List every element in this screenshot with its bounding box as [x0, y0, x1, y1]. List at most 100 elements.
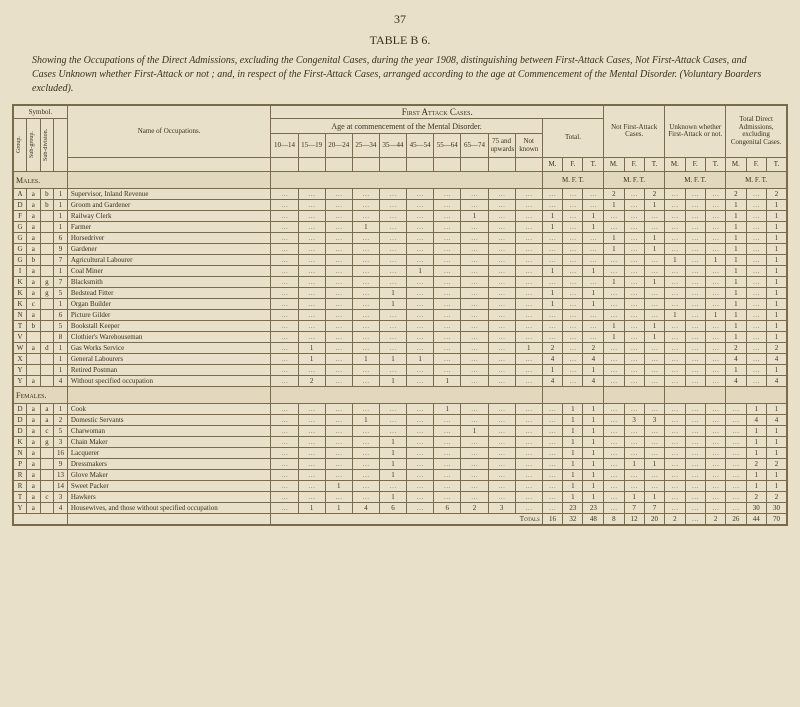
- table-cell: …: [542, 310, 562, 321]
- symbol-cell: 1: [54, 200, 68, 211]
- table-cell: 1: [624, 492, 644, 503]
- table-cell: …: [461, 415, 488, 426]
- table-cell: …: [644, 404, 664, 415]
- table-row: Wad1Gas Works Service…1…………………12…2…………………: [13, 343, 787, 354]
- symbol-cell: a: [27, 288, 41, 299]
- table-cell: 1: [644, 332, 664, 343]
- header-subgroup: Sub-group.: [29, 120, 35, 170]
- table-cell: …: [407, 255, 434, 266]
- table-cell: 1: [644, 459, 664, 470]
- table-cell: …: [563, 200, 583, 211]
- symbol-cell: 6: [54, 233, 68, 244]
- table-cell: 1: [665, 310, 685, 321]
- symbol-cell: G: [13, 255, 27, 266]
- table-cell: …: [705, 376, 725, 387]
- table-cell: 1: [563, 470, 583, 481]
- table-cell: …: [271, 200, 298, 211]
- table-cell: …: [407, 426, 434, 437]
- table-cell: …: [379, 415, 406, 426]
- table-cell: …: [271, 189, 298, 200]
- table-cell: …: [624, 376, 644, 387]
- blank: [13, 514, 67, 526]
- table-cell: 1: [766, 426, 787, 437]
- table-cell: …: [325, 376, 352, 387]
- table-cell: 1: [726, 233, 746, 244]
- table-cell: …: [352, 426, 379, 437]
- table-cell: …: [624, 448, 644, 459]
- table-cell: …: [685, 343, 705, 354]
- symbol-cell: a: [40, 404, 54, 415]
- symbol-cell: a: [27, 266, 41, 277]
- table-cell: …: [644, 343, 664, 354]
- occupation-cell: Blacksmith: [67, 277, 271, 288]
- occupation-cell: Domestic Servants: [67, 415, 271, 426]
- table-cell: …: [434, 332, 461, 343]
- table-cell: …: [461, 376, 488, 387]
- table-cell: …: [515, 459, 542, 470]
- table-title: TABLE B 6.: [12, 33, 788, 48]
- table-cell: 1: [766, 244, 787, 255]
- symbol-cell: N: [13, 448, 27, 459]
- table-cell: …: [271, 376, 298, 387]
- table-cell: …: [488, 492, 515, 503]
- symbol-cell: I: [13, 266, 27, 277]
- symbol-cell: Y: [13, 365, 27, 376]
- table-cell: …: [434, 321, 461, 332]
- table-cell: 4: [726, 376, 746, 387]
- table-cell: …: [325, 255, 352, 266]
- header-unknown: Unknown whether First-Attack or not.: [665, 105, 726, 157]
- table-cell: 1: [583, 437, 604, 448]
- symbol-cell: V: [13, 332, 27, 343]
- table-cell: …: [488, 310, 515, 321]
- table-cell: …: [298, 255, 325, 266]
- table-row: Daa1Cook………………1…………11…………………11: [13, 404, 787, 415]
- header-mft: F.: [746, 157, 766, 171]
- table-cell: …: [298, 426, 325, 437]
- table-cell: …: [665, 244, 685, 255]
- table-cell: 1: [563, 426, 583, 437]
- table-cell: …: [746, 222, 766, 233]
- symbol-cell: 14: [54, 481, 68, 492]
- symbol-cell: a: [27, 470, 41, 481]
- table-cell: …: [665, 189, 685, 200]
- table-cell: …: [685, 470, 705, 481]
- symbol-cell: 6: [54, 310, 68, 321]
- occupations-table: Symbol. Name of Occupations. First Attac…: [12, 104, 788, 526]
- symbol-cell: [40, 299, 54, 310]
- table-cell: 1: [379, 299, 406, 310]
- symbol-cell: a: [27, 426, 41, 437]
- table-cell: …: [604, 503, 624, 514]
- symbol-cell: a: [27, 459, 41, 470]
- table-cell: …: [379, 321, 406, 332]
- table-cell: …: [563, 288, 583, 299]
- table-cell: …: [665, 200, 685, 211]
- symbol-cell: [27, 365, 41, 376]
- table-cell: …: [325, 266, 352, 277]
- table-cell: …: [407, 343, 434, 354]
- table-cell: …: [434, 310, 461, 321]
- table-cell: 1: [766, 255, 787, 266]
- table-cell: 1: [726, 211, 746, 222]
- table-cell: …: [746, 310, 766, 321]
- table-cell: …: [379, 222, 406, 233]
- table-cell: …: [515, 266, 542, 277]
- symbol-cell: G: [13, 233, 27, 244]
- table-cell: 1: [604, 233, 624, 244]
- table-cell: …: [705, 365, 725, 376]
- table-cell: …: [563, 244, 583, 255]
- occupation-cell: Groom and Gardener: [67, 200, 271, 211]
- totals-cell: 48: [583, 514, 604, 526]
- table-cell: …: [434, 492, 461, 503]
- header-age-col: 10—14: [271, 134, 298, 158]
- symbol-cell: a: [27, 404, 41, 415]
- table-cell: 1: [766, 448, 787, 459]
- symbol-cell: 4: [54, 376, 68, 387]
- table-cell: …: [624, 343, 644, 354]
- occupation-cell: Without specified occupation: [67, 376, 271, 387]
- table-cell: …: [352, 277, 379, 288]
- table-cell: …: [624, 321, 644, 332]
- occupation-cell: Sweet Packer: [67, 481, 271, 492]
- symbol-cell: a: [27, 200, 41, 211]
- header-age: Age at commencement of the Mental Disord…: [271, 119, 542, 134]
- table-cell: …: [434, 437, 461, 448]
